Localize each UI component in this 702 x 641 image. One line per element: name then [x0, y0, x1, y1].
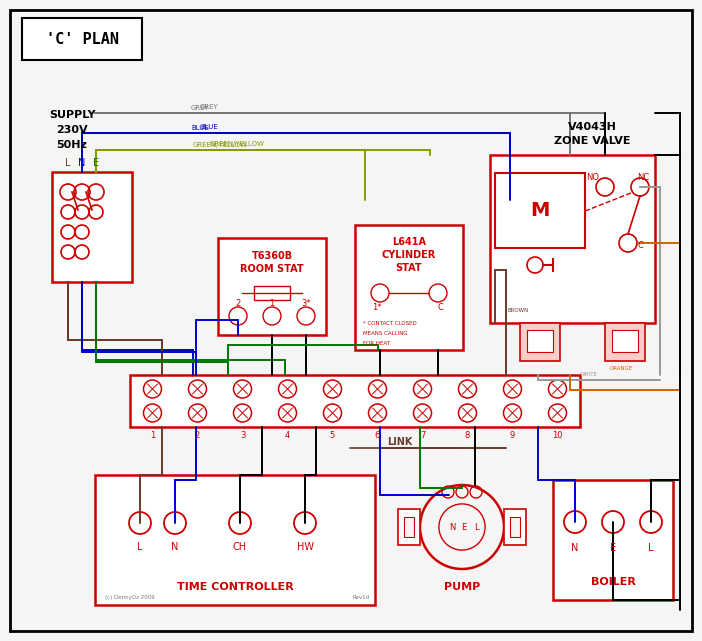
Text: 10: 10: [552, 431, 563, 440]
Text: N: N: [79, 158, 86, 168]
Bar: [490, 155, 655, 323]
Bar: [527, 330, 553, 352]
Bar: [398, 509, 420, 545]
Text: 1*: 1*: [372, 303, 382, 312]
Text: BLUE: BLUE: [200, 124, 218, 130]
Bar: [510, 517, 520, 537]
Bar: [520, 323, 560, 361]
Bar: [605, 323, 645, 361]
Text: 1: 1: [150, 431, 155, 440]
Text: L: L: [648, 543, 654, 553]
Text: ROOM STAT: ROOM STAT: [240, 264, 304, 274]
Text: (c) DennyOz 2009: (c) DennyOz 2009: [105, 595, 154, 600]
Text: N: N: [571, 543, 578, 553]
Text: PUMP: PUMP: [444, 582, 480, 592]
Text: CYLINDER: CYLINDER: [382, 250, 436, 260]
Text: 1: 1: [270, 299, 274, 308]
Text: E: E: [610, 543, 616, 553]
Text: 50Hz: 50Hz: [57, 140, 88, 150]
Text: N: N: [449, 522, 455, 531]
Text: BLUE: BLUE: [191, 125, 209, 131]
Text: NO: NO: [586, 172, 600, 181]
Text: MEANS CALLING: MEANS CALLING: [363, 331, 408, 336]
Text: WHITE: WHITE: [580, 372, 598, 376]
Text: CH: CH: [233, 542, 247, 552]
Text: 230V: 230V: [56, 125, 88, 135]
Text: L: L: [138, 542, 143, 552]
Text: 6: 6: [375, 431, 380, 440]
Text: T6360B: T6360B: [251, 251, 293, 261]
Text: 5: 5: [330, 431, 335, 440]
Text: L641A: L641A: [392, 237, 426, 247]
Text: TIME CONTROLLER: TIME CONTROLLER: [177, 582, 293, 592]
Text: C: C: [437, 303, 443, 312]
Text: ZONE VALVE: ZONE VALVE: [554, 136, 630, 146]
Text: GREEN/YELLOW: GREEN/YELLOW: [192, 142, 247, 148]
Text: M: M: [530, 201, 550, 221]
Bar: [612, 330, 638, 352]
Text: BOILER: BOILER: [590, 577, 635, 587]
Bar: [355, 225, 463, 350]
Text: L: L: [65, 158, 71, 168]
Bar: [553, 480, 673, 600]
Text: 7: 7: [420, 431, 425, 440]
Text: L: L: [474, 522, 478, 531]
Bar: [404, 517, 414, 537]
Text: Rev1d: Rev1d: [353, 595, 370, 600]
Text: BROWN: BROWN: [508, 308, 529, 313]
Text: V4043H: V4043H: [567, 122, 616, 132]
Bar: [95, 475, 375, 605]
Text: E: E: [93, 158, 99, 168]
Bar: [52, 172, 132, 282]
Text: HW: HW: [296, 542, 314, 552]
Text: 8: 8: [465, 431, 470, 440]
Text: N: N: [171, 542, 179, 552]
Bar: [495, 173, 585, 248]
Text: 'C' PLAN: 'C' PLAN: [46, 31, 119, 47]
Text: E: E: [461, 522, 467, 531]
Bar: [22, 18, 142, 60]
Text: 2: 2: [235, 299, 241, 308]
Text: GREY: GREY: [191, 105, 209, 111]
Text: GREEN/YELLOW: GREEN/YELLOW: [210, 141, 265, 147]
Text: FOR HEAT: FOR HEAT: [363, 341, 390, 346]
Text: SUPPLY: SUPPLY: [48, 110, 95, 120]
Text: ORANGE: ORANGE: [610, 365, 633, 370]
Text: 9: 9: [510, 431, 515, 440]
Text: 2: 2: [195, 431, 200, 440]
Text: 4: 4: [285, 431, 290, 440]
Text: NC: NC: [637, 172, 649, 181]
Bar: [218, 238, 326, 335]
Text: * CONTACT CLOSED: * CONTACT CLOSED: [363, 321, 417, 326]
Text: LINK: LINK: [388, 437, 413, 447]
Bar: [130, 375, 580, 427]
Text: 3: 3: [240, 431, 245, 440]
Text: 3*: 3*: [301, 299, 311, 308]
Bar: [254, 286, 290, 300]
Text: GREY: GREY: [200, 104, 219, 110]
Text: C: C: [637, 240, 643, 249]
Text: STAT: STAT: [396, 263, 423, 273]
Bar: [504, 509, 526, 545]
